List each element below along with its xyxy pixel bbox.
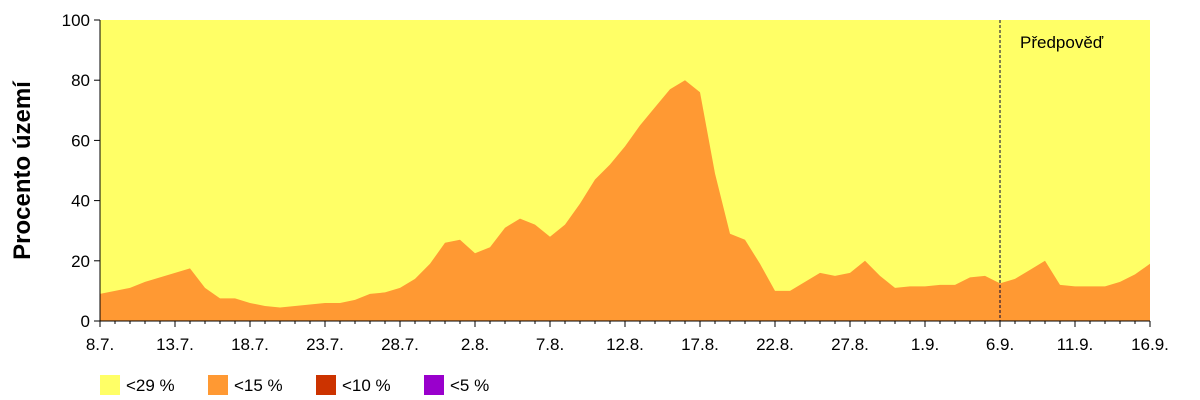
y-tick-label-1: 20 (71, 252, 90, 271)
x-tick-label-12: 6.9. (986, 335, 1014, 354)
legend-label-1: <15 % (234, 376, 283, 395)
x-tick-label-0: 8.7. (86, 335, 114, 354)
plot-area: Předpověď (100, 20, 1150, 321)
y-tick-label-2: 40 (71, 192, 90, 211)
x-tick-label-13: 11.9. (1057, 335, 1094, 354)
forecast-label: Předpověď (1020, 33, 1104, 52)
x-tick-label-7: 12.8. (606, 335, 644, 354)
x-tick-label-11: 1.9. (911, 335, 939, 354)
y-axis-label: Procento území (9, 80, 36, 260)
x-tick-label-10: 27.8. (831, 335, 869, 354)
x-tick-label-6: 7.8. (536, 335, 564, 354)
legend-label-3: <5 % (450, 376, 489, 395)
y-tick-label-5: 100 (62, 11, 90, 30)
x-tick-label-5: 2.8. (461, 335, 489, 354)
axes: 0 20 40 60 80 100 8.7. 13.7. 18.7. 23.7. 28.7. 2.8.… (9, 11, 1169, 354)
x-tick-label-14: 16.9. (1131, 335, 1169, 354)
x-tick-label-8: 17.8. (681, 335, 719, 354)
legend-swatch-2 (316, 375, 336, 395)
series-area-1 (100, 80, 1150, 321)
x-tick-label-9: 22.8. (756, 335, 794, 354)
x-tick-label-2: 18.7. (231, 335, 269, 354)
legend-swatch-1 (208, 375, 228, 395)
legend-swatch-3 (424, 375, 444, 395)
legend-label-2: <10 % (342, 376, 391, 395)
x-tick-label-1: 13.7. (156, 335, 194, 354)
y-tick-label-4: 80 (71, 71, 90, 90)
x-tick-label-4: 28.7. (381, 335, 419, 354)
legend: <29 % <15 % <10 % <5 % (100, 375, 489, 395)
legend-swatch-0 (100, 375, 120, 395)
y-tick-label-3: 60 (71, 131, 90, 150)
legend-label-0: <29 % (126, 376, 175, 395)
x-tick-label-3: 23.7. (306, 335, 344, 354)
y-tick-label-0: 0 (81, 312, 90, 331)
